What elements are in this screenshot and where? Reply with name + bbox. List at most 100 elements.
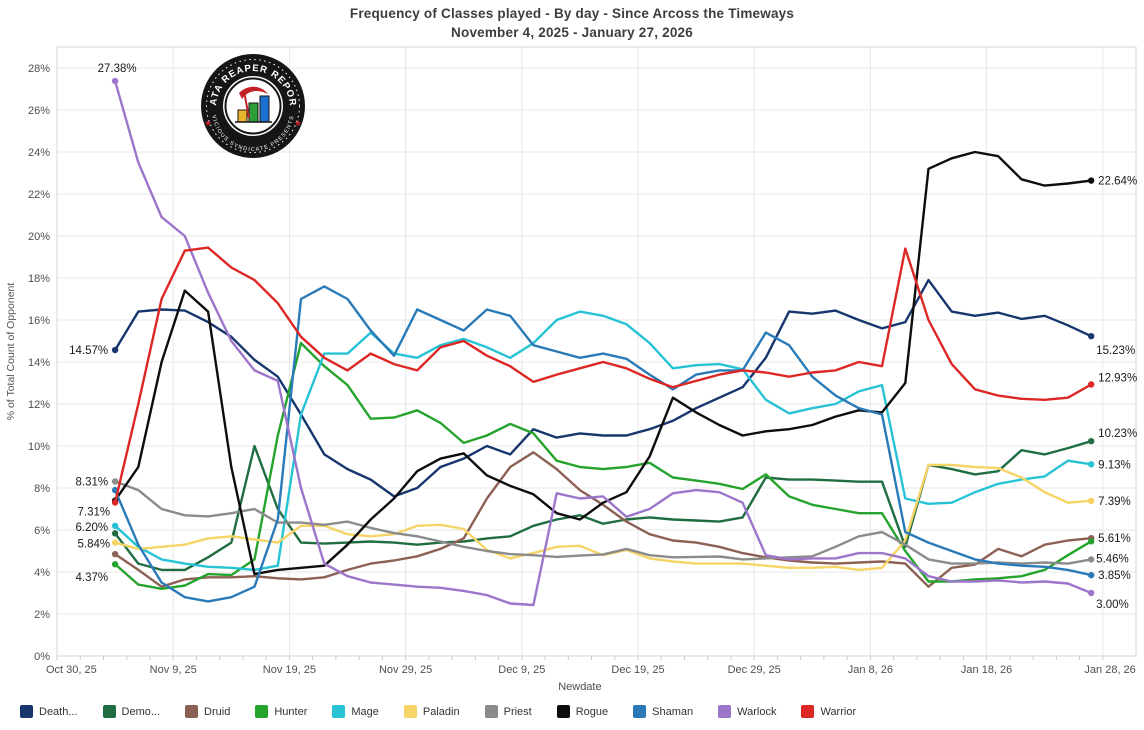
series-line-mage[interactable] [113,310,1093,572]
chart-title: Frequency of Classes played - By day - S… [349,6,795,21]
scythe-icon [239,86,268,119]
series-end-dot [1087,538,1095,545]
plot-border [56,46,1137,657]
legend-item-demo[interactable]: Demo... [102,705,161,718]
y-tick-label: 14% [28,357,50,369]
series-end-dot [1087,461,1095,468]
series-start-dot [111,346,119,354]
y-tick-label: 22% [28,189,50,201]
series-line-death-knight[interactable] [113,278,1093,498]
value-annotation: 14.57% [69,345,108,357]
value-annotation: 5.61% [1098,533,1131,545]
y-tick-label: 8% [34,483,50,495]
x-axis-title: Newdate [558,681,601,693]
data-reaper-report-logo: DATA REAPER REPORTVICIOUS SYNDICATE PRES… [201,54,305,158]
value-annotation: 10.23% [1098,428,1137,440]
series-line-shaman[interactable] [113,285,1093,603]
x-tick-label: Nov 19, 25 [263,664,316,676]
x-tick-label: Oct 30, 25 [46,664,97,676]
value-annotation: 3.00% [1096,599,1129,611]
x-tick-label: Nov 9, 25 [150,664,197,676]
y-tick-label: 18% [28,273,50,285]
y-tick-label: 12% [28,399,50,411]
legend-swatch [102,705,116,718]
value-annotation: 27.38% [98,63,137,75]
value-annotation: 5.46% [1096,553,1129,565]
legend-swatch [185,705,199,718]
legend-label: Priest [503,705,532,718]
x-tick-label: Jan 18, 26 [961,664,1012,676]
legend-label: Paladin [422,705,460,718]
legend-item-warrior[interactable]: Warrior [801,705,856,718]
legend-swatch [484,705,498,718]
legend-item-druid[interactable]: Druid [185,705,230,718]
y-tick-label: 26% [28,105,50,117]
bar-chart-icon [235,95,272,123]
legend-item-hunter[interactable]: Hunter [255,705,307,718]
series-end-dot [1087,381,1095,388]
series-line-warrior[interactable] [113,246,1093,504]
series-line-warlock[interactable] [113,79,1093,607]
series-start-dot [111,539,119,546]
series-start-dot [111,522,119,529]
value-annotation: 6.20% [75,522,108,534]
legend-label: Shaman [652,705,694,718]
legend-item-priest[interactable]: Priest [484,705,532,718]
legend-label: Mage [351,705,379,718]
star-icon: ★ [204,118,212,128]
series-line-hunter[interactable] [113,341,1093,590]
y-tick-label: 20% [28,231,50,243]
value-annotation: 12.93% [1098,372,1137,384]
legend-item-paladin[interactable]: Paladin [403,705,460,718]
x-tick-label: Dec 19, 25 [611,664,664,676]
legend-swatch [718,705,732,718]
y-tick-label: 28% [28,63,50,75]
series-start-dot [111,530,119,537]
legend-item-death[interactable]: Death... [20,705,78,718]
series-end-dot [1087,589,1095,597]
legend-swatch [20,705,33,718]
y-tick-label: 24% [28,147,50,159]
x-tick-label: Dec 29, 25 [728,664,781,676]
y-axis-title: % of Total Count of Opponent [5,283,17,421]
series-line-rogue[interactable] [113,150,1093,576]
value-annotation: 22.64% [1098,176,1137,188]
value-annotation: 4.37% [75,572,108,584]
value-annotation: 5.84% [77,538,110,550]
value-annotation: 3.85% [1098,570,1131,582]
chart-subtitle: November 4, 2025 - January 27, 2026 [451,25,693,40]
y-tick-label: 4% [34,567,50,579]
chart-legend: Death... Demo... Druid Hunter Mage Paladin Pri… [20,705,856,718]
series-start-dot [111,77,119,85]
y-tick-label: 16% [28,315,50,327]
legend-label: Warrior [820,705,857,718]
y-tick-label: 6% [34,525,50,537]
value-annotation: 7.31% [77,506,110,518]
series-end-dot [1087,437,1095,445]
legend-item-mage[interactable]: Mage [332,705,379,718]
legend-label: Rogue [575,705,609,718]
legend-item-warlock[interactable]: Warlock [718,705,776,718]
legend-swatch [255,705,269,718]
legend-label: Hunter [274,705,308,718]
value-annotation: 7.39% [1098,496,1131,508]
series-start-dot [111,550,119,558]
legend-label: Warlock [737,705,777,718]
legend-label: Druid [204,705,231,718]
y-tick-label: 10% [28,441,50,453]
value-annotation: 15.23% [1096,345,1135,357]
star-icon: ★ [294,118,302,128]
legend-label: Demo... [121,705,161,718]
x-tick-label: Jan 8, 26 [848,664,893,676]
value-annotation: 8.31% [75,476,108,488]
value-annotation: 9.13% [1098,459,1131,471]
legend-label: Death... [39,705,78,718]
legend-item-shaman[interactable]: Shaman [633,705,693,718]
y-tick-label: 0% [34,651,50,663]
series-line-druid[interactable] [113,451,1093,588]
legend-item-rogue[interactable]: Rogue [556,705,609,718]
legend-swatch [332,705,346,718]
frequency-line-chart[interactable]: 0% 2% 4% 6% 8% 10% 12% 14% 16% 18% 20% 22% 24% 26% 28%… [0,44,1144,704]
series-end-dot [1087,571,1095,579]
